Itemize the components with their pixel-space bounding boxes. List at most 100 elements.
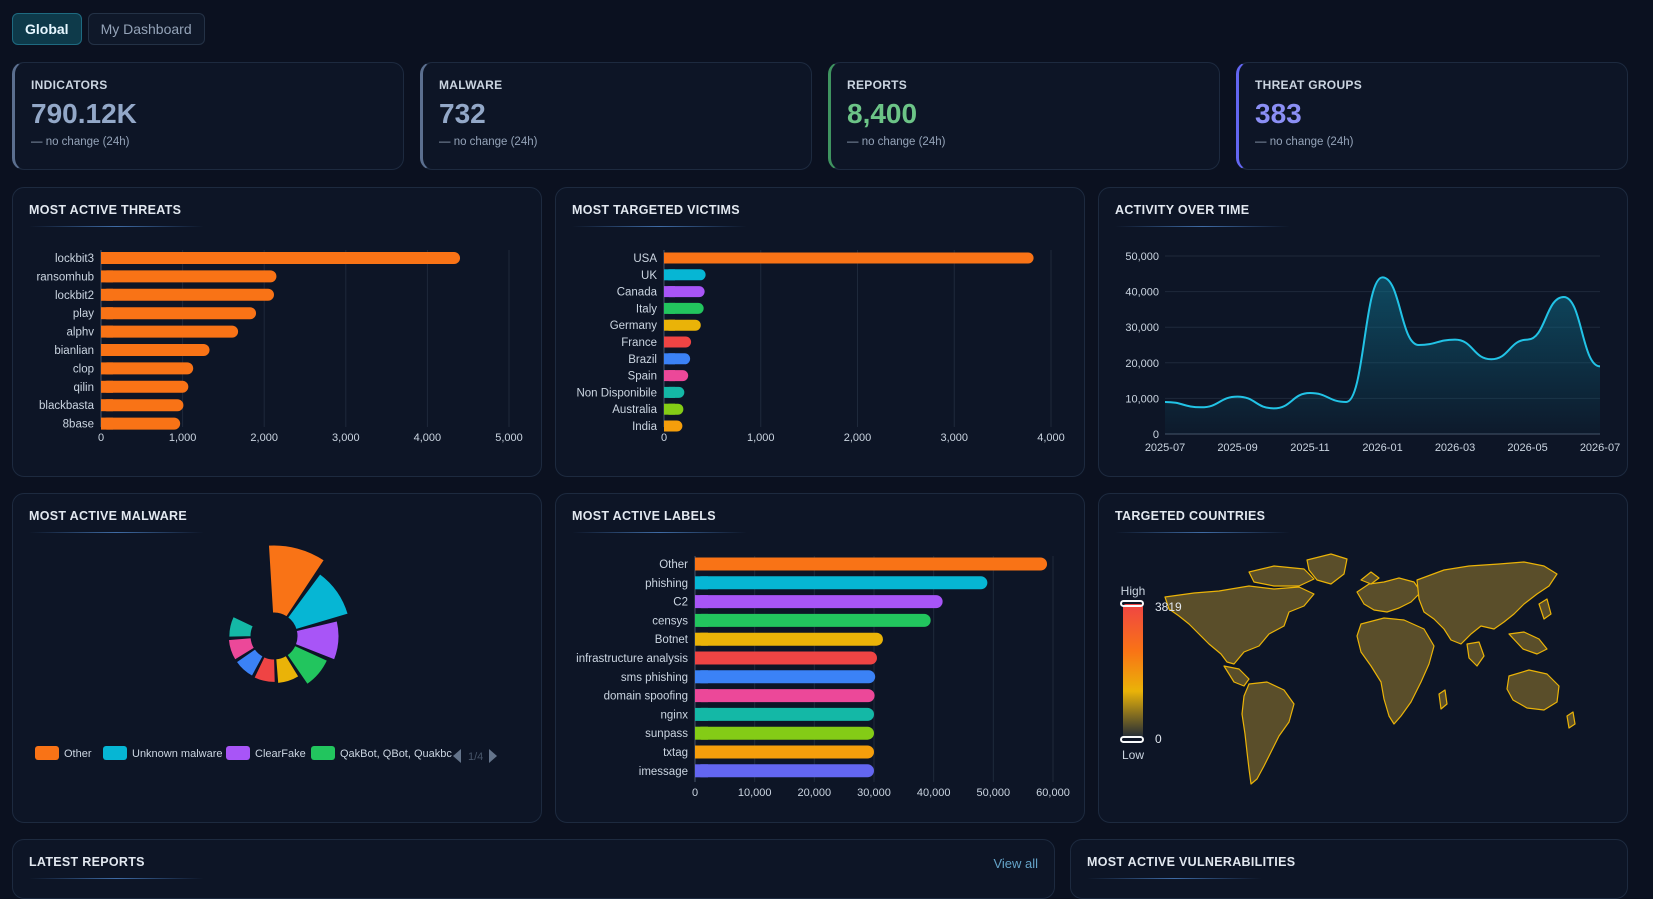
tab-my-dashboard[interactable]: My Dashboard bbox=[88, 13, 205, 45]
bar-infrastructure-analysis[interactable] bbox=[695, 652, 877, 665]
x-tick-label: 50,000 bbox=[977, 787, 1011, 799]
bar-cap bbox=[664, 269, 675, 280]
bar-sunpass[interactable] bbox=[695, 727, 874, 740]
category-label: Non Disponibile bbox=[576, 387, 657, 399]
bar-cap bbox=[664, 253, 675, 264]
bar-qilin[interactable] bbox=[101, 381, 188, 393]
category-label: Spain bbox=[628, 371, 657, 383]
bar-cap bbox=[695, 708, 708, 721]
slice-s9[interactable] bbox=[229, 617, 253, 638]
bar-lockbit2[interactable] bbox=[101, 289, 274, 301]
vulns-title: MOST ACTIVE VULNERABILITIES bbox=[1087, 855, 1295, 869]
bar-cap bbox=[695, 633, 708, 646]
x-tick-label: 4,000 bbox=[414, 432, 442, 444]
legend-page: 1/4 bbox=[468, 751, 483, 763]
view-all-link[interactable]: View all bbox=[993, 856, 1038, 871]
bar-bianlian[interactable] bbox=[101, 344, 210, 356]
world-map[interactable] bbox=[1165, 554, 1575, 784]
bar-usa[interactable] bbox=[664, 253, 1034, 264]
bar-phishing[interactable] bbox=[695, 576, 987, 589]
bar-txtag[interactable] bbox=[695, 746, 874, 759]
bar-blackbasta[interactable] bbox=[101, 399, 183, 411]
bar-ransomhub[interactable] bbox=[101, 270, 276, 282]
bar-cap bbox=[664, 370, 675, 381]
bar-cap bbox=[101, 270, 113, 282]
bar-cap bbox=[695, 670, 708, 683]
bar-cap bbox=[101, 344, 113, 356]
x-tick-label: 0 bbox=[661, 432, 667, 444]
x-tick-label: 2,000 bbox=[250, 432, 278, 444]
y-tick-label: 10,000 bbox=[1125, 393, 1159, 405]
x-tick-label: 1,000 bbox=[169, 432, 197, 444]
scale-min-handle[interactable] bbox=[1120, 736, 1144, 743]
countries-panel: TARGETED COUNTRIES bbox=[1098, 493, 1628, 823]
bar-censys[interactable] bbox=[695, 614, 931, 627]
category-label: imessage bbox=[639, 766, 688, 778]
x-tick-label: 10,000 bbox=[738, 787, 772, 799]
tab-global[interactable]: Global bbox=[12, 13, 82, 45]
category-label: France bbox=[621, 337, 657, 349]
bar-alphv[interactable] bbox=[101, 326, 238, 338]
category-label: Italy bbox=[636, 303, 657, 315]
scale-high-label: High bbox=[1113, 584, 1153, 598]
stat-label: INDICATORS bbox=[31, 78, 387, 92]
bar-cap bbox=[664, 404, 675, 415]
bar-lockbit3[interactable] bbox=[101, 252, 460, 264]
legend-swatch bbox=[35, 746, 59, 760]
legend-next-icon[interactable] bbox=[489, 749, 497, 763]
x-tick-label: 20,000 bbox=[798, 787, 832, 799]
category-label: Botnet bbox=[655, 634, 689, 646]
bar-clop[interactable] bbox=[101, 362, 193, 374]
x-tick-label: 2026-01 bbox=[1362, 442, 1402, 454]
y-tick-label: 40,000 bbox=[1125, 287, 1159, 299]
title-underline bbox=[29, 878, 204, 879]
bar-other[interactable] bbox=[695, 558, 1047, 571]
category-label: Canada bbox=[617, 287, 658, 299]
bar-imessage[interactable] bbox=[695, 764, 874, 777]
category-label: Brazil bbox=[628, 354, 657, 366]
bar-play[interactable] bbox=[101, 307, 256, 319]
category-label: lockbit2 bbox=[55, 290, 94, 302]
bar-cap bbox=[101, 289, 113, 301]
y-tick-label: 20,000 bbox=[1125, 358, 1159, 370]
category-label: censys bbox=[652, 615, 688, 627]
category-label: phishing bbox=[645, 578, 688, 590]
bar-cap bbox=[695, 746, 708, 759]
scale-min-value: 0 bbox=[1155, 732, 1162, 746]
vulns-panel: MOST ACTIVE VULNERABILITIES bbox=[1070, 839, 1628, 899]
bar-cap bbox=[101, 362, 113, 374]
bar-cap bbox=[101, 381, 113, 393]
legend-swatch bbox=[226, 746, 250, 760]
bar-c2[interactable] bbox=[695, 595, 943, 608]
x-tick-label: 40,000 bbox=[917, 787, 951, 799]
category-label: bianlian bbox=[54, 345, 94, 357]
x-tick-label: 2026-05 bbox=[1507, 442, 1547, 454]
category-label: alphv bbox=[67, 327, 95, 339]
bar-cap bbox=[664, 320, 675, 331]
bar-sms-phishing[interactable] bbox=[695, 670, 875, 683]
bar-nginx[interactable] bbox=[695, 708, 874, 721]
category-label: ransomhub bbox=[36, 271, 94, 283]
bar-cap bbox=[101, 252, 113, 264]
bar-cap bbox=[695, 764, 708, 777]
category-label: Other bbox=[659, 559, 688, 571]
legend-prev-icon[interactable] bbox=[453, 749, 461, 763]
stat-value: 790.12K bbox=[31, 98, 387, 130]
bar-cap bbox=[695, 727, 708, 740]
x-tick-label: 5,000 bbox=[495, 432, 523, 444]
category-label: nginx bbox=[661, 709, 689, 721]
bar-domain-spoofing[interactable] bbox=[695, 689, 875, 702]
x-tick-label: 2025-11 bbox=[1290, 442, 1330, 454]
bar-cap bbox=[664, 303, 675, 314]
scale-low-label: Low bbox=[1113, 748, 1153, 762]
category-label: domain spoofing bbox=[604, 691, 688, 703]
scale-max-handle[interactable] bbox=[1120, 600, 1144, 607]
bar-botnet[interactable] bbox=[695, 633, 883, 646]
